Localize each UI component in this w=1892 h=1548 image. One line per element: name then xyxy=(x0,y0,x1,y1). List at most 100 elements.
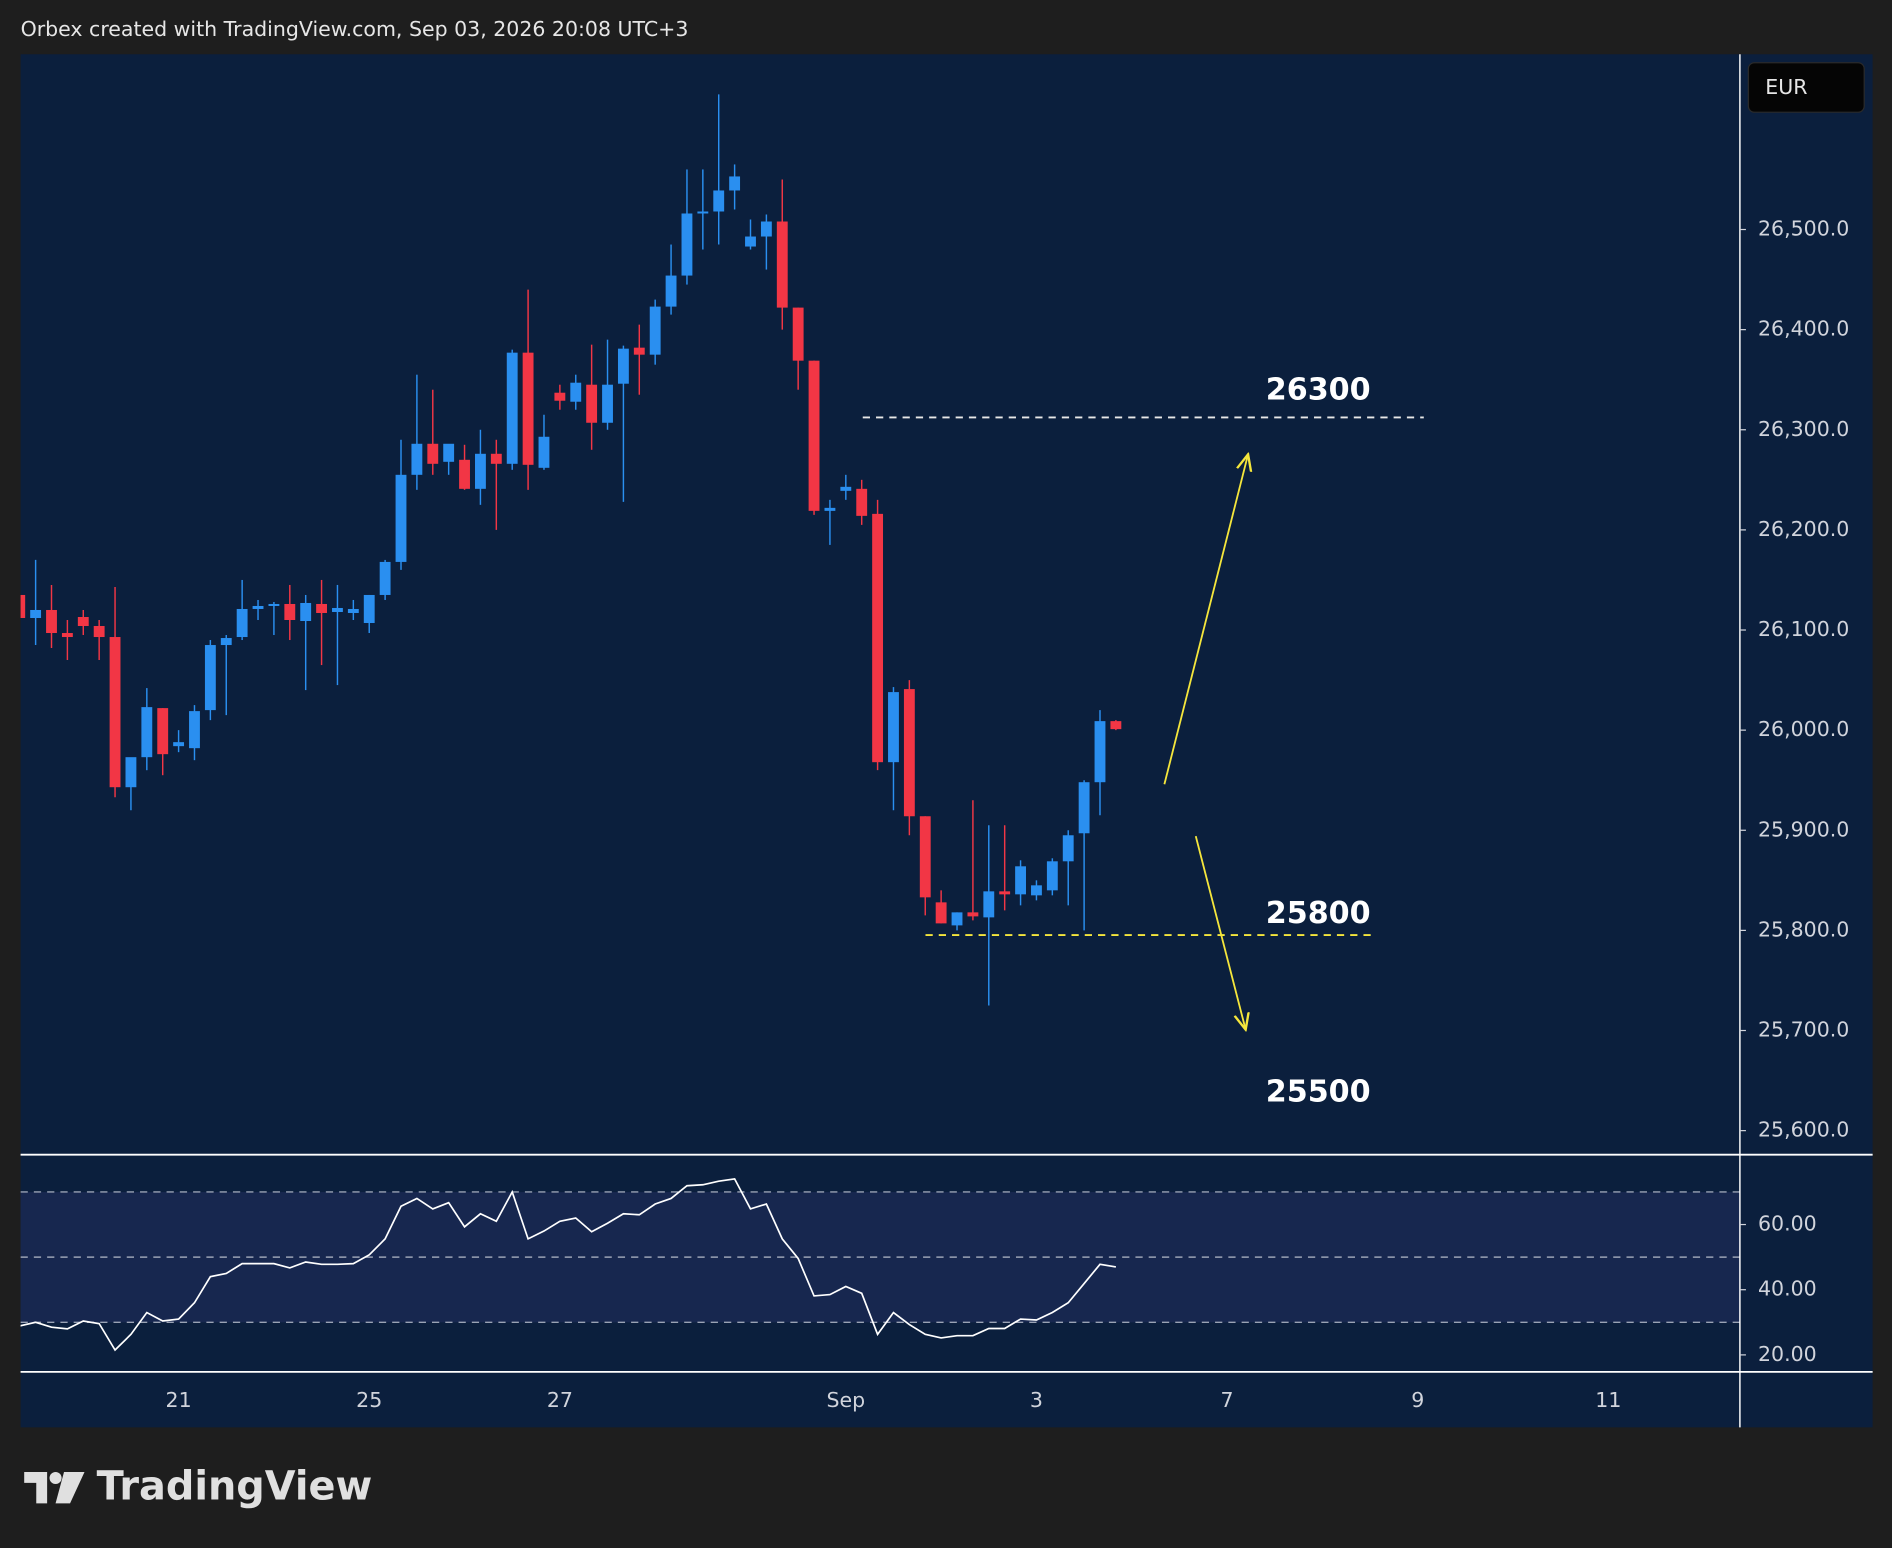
rsi-band xyxy=(20,1192,1740,1323)
candle-body xyxy=(252,605,264,609)
candle-body xyxy=(856,488,868,516)
candle-body xyxy=(284,603,296,620)
candle-body xyxy=(300,602,312,622)
x-tick-label: 7 xyxy=(1221,1388,1234,1412)
candle-body xyxy=(506,352,518,464)
candle-body xyxy=(1062,835,1074,862)
candle-body xyxy=(760,221,772,237)
y-tick-label: 26,000.0 xyxy=(1758,717,1849,741)
candle-body xyxy=(46,609,57,634)
x-tick-label: Sep xyxy=(826,1388,865,1412)
annotation: 25800 xyxy=(1266,896,1371,931)
candle-body xyxy=(633,347,645,355)
price-plot xyxy=(20,94,1122,1006)
currency-label: EUR xyxy=(1765,75,1807,99)
candle-body xyxy=(808,360,820,511)
candle-body xyxy=(490,453,502,464)
candle-body xyxy=(602,384,613,423)
candle-body xyxy=(236,608,248,638)
up-arrow xyxy=(1163,456,1247,785)
candle-body xyxy=(919,816,931,898)
candle-body xyxy=(30,609,42,618)
brand-name: TradingView xyxy=(97,1463,373,1509)
annotation: 26300 xyxy=(1266,372,1371,407)
candle-body xyxy=(443,443,455,462)
candle-body xyxy=(999,891,1011,895)
candle-body xyxy=(93,626,105,638)
candle-body xyxy=(1094,721,1106,783)
candle-body xyxy=(1015,866,1026,895)
candle-body xyxy=(1110,721,1122,730)
candle-body xyxy=(681,213,693,276)
rsi-line xyxy=(20,1177,1117,1352)
candle-body xyxy=(713,190,725,212)
candle-body xyxy=(141,707,153,758)
y-tick-label: 25,900.0 xyxy=(1758,817,1849,841)
candle-body xyxy=(173,742,185,747)
candle-body xyxy=(220,638,232,646)
candle-body xyxy=(61,633,73,638)
candle-body xyxy=(872,513,884,763)
candle-body xyxy=(538,436,550,468)
y-tick-label: 26,300.0 xyxy=(1758,417,1849,441)
candle-body xyxy=(125,757,137,788)
candle-body xyxy=(792,307,804,361)
candle-body xyxy=(903,689,915,817)
candle-body xyxy=(983,891,995,918)
candle-body xyxy=(189,711,200,749)
candle-body xyxy=(951,912,963,926)
y-tick-label: 60.00 xyxy=(1758,1212,1817,1236)
candle-body xyxy=(570,382,582,402)
candle-body xyxy=(332,607,343,612)
candle-body xyxy=(649,306,661,355)
attribution: Orbex created with TradingView.com, Sep … xyxy=(21,17,689,41)
candle-body xyxy=(586,384,598,423)
candle-body xyxy=(554,392,566,401)
x-tick-label: 27 xyxy=(547,1388,573,1412)
candle-body xyxy=(475,453,486,489)
x-tick-label: 9 xyxy=(1411,1388,1424,1412)
y-tick-label: 20.00 xyxy=(1758,1342,1817,1366)
candle-body xyxy=(617,348,629,384)
y-tick-label: 26,200.0 xyxy=(1758,517,1849,541)
candle-body xyxy=(427,443,439,464)
x-tick-label: 3 xyxy=(1030,1388,1043,1412)
y-tick-label: 26,100.0 xyxy=(1758,617,1849,641)
y-tick-label: 25,800.0 xyxy=(1758,917,1849,941)
x-tick-label: 21 xyxy=(166,1388,192,1412)
candle-body xyxy=(459,459,470,489)
candle-body xyxy=(935,902,947,924)
candle-body xyxy=(109,637,121,788)
candle-body xyxy=(20,594,26,618)
candle-body xyxy=(840,486,852,491)
y-tick-label: 25,700.0 xyxy=(1758,1018,1849,1042)
candle-body xyxy=(268,603,280,606)
brand-logo xyxy=(24,1471,85,1504)
candle-body xyxy=(745,236,756,247)
x-tick-label: 25 xyxy=(356,1388,382,1412)
candle-body xyxy=(697,211,709,214)
candle-body xyxy=(77,616,89,627)
candle-body xyxy=(665,275,677,307)
candle-body xyxy=(729,176,741,191)
y-tick-label: 26,500.0 xyxy=(1758,217,1849,241)
y-tick-label: 40.00 xyxy=(1758,1277,1817,1301)
candle-body xyxy=(824,507,836,511)
candle-body xyxy=(522,352,534,465)
down-arrow xyxy=(1194,835,1245,1028)
candle-body xyxy=(1031,885,1042,896)
currency-button[interactable] xyxy=(1747,62,1865,113)
candle-body xyxy=(967,912,979,917)
candle-body xyxy=(363,594,375,624)
annotation: 25500 xyxy=(1266,1075,1371,1110)
candle-body xyxy=(204,645,216,711)
y-tick-label: 25,600.0 xyxy=(1758,1118,1849,1142)
y-tick-label: 26,400.0 xyxy=(1758,317,1849,341)
candle-body xyxy=(1078,782,1090,834)
candle-body xyxy=(411,443,423,475)
x-tick-label: 11 xyxy=(1595,1388,1621,1412)
candle-body xyxy=(316,603,328,613)
candle-body xyxy=(888,692,899,763)
